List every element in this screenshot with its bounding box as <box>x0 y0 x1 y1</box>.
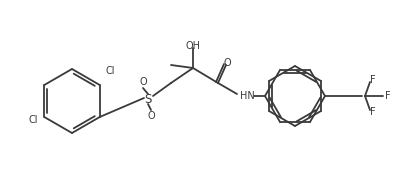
Text: F: F <box>385 91 391 101</box>
Text: Cl: Cl <box>106 66 115 76</box>
Text: F: F <box>370 75 376 85</box>
Text: F: F <box>370 107 376 117</box>
Text: O: O <box>223 58 231 68</box>
Text: O: O <box>147 111 155 121</box>
Text: S: S <box>144 93 152 105</box>
Text: Cl: Cl <box>29 115 38 125</box>
Text: OH: OH <box>186 41 200 51</box>
Text: HN: HN <box>240 91 255 101</box>
Text: O: O <box>139 77 147 87</box>
